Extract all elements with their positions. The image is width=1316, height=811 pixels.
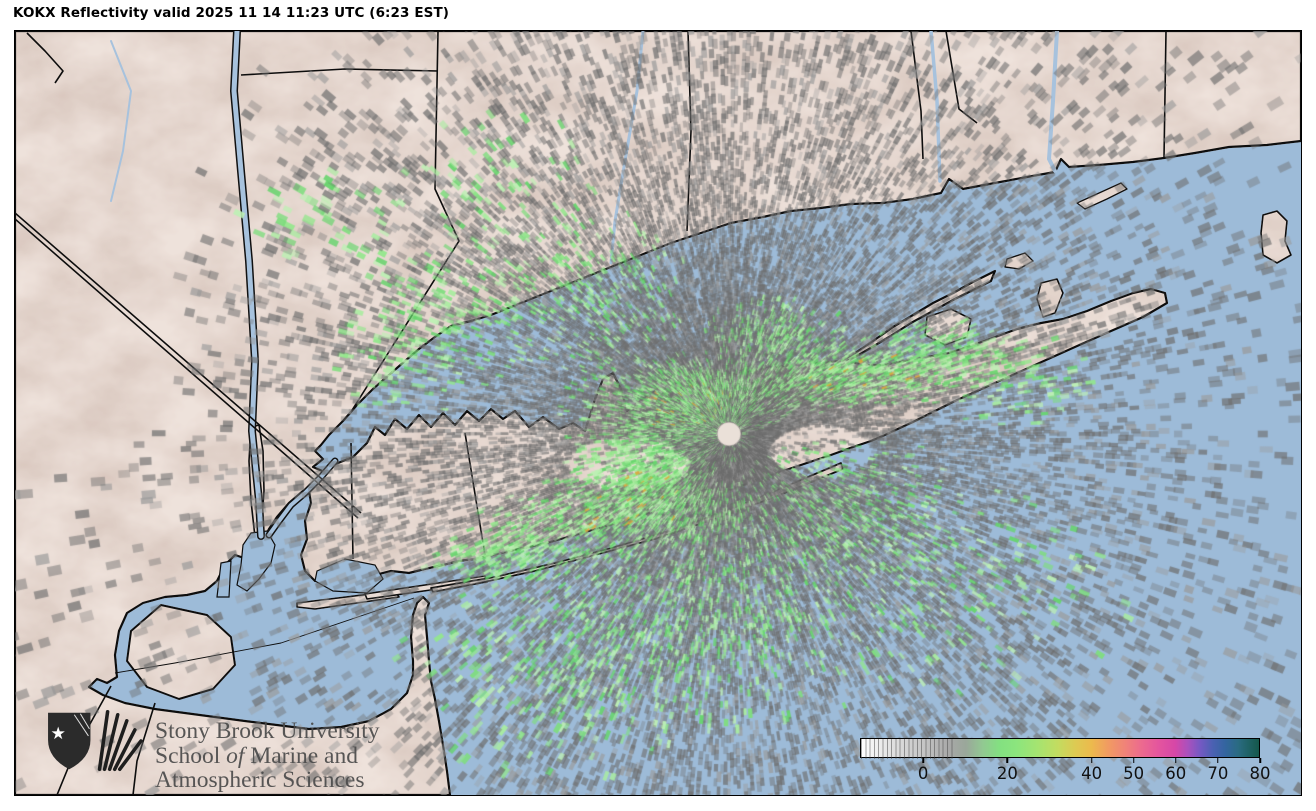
colorbar-tick-label: 70	[1207, 764, 1229, 783]
radar-map: ★ Stony Brook University School of Marin…	[14, 30, 1302, 796]
colorbar-tick-label: 0	[917, 764, 929, 783]
reflectivity-colorbar: 0 20 40 50 60 70 80	[860, 738, 1271, 790]
radar-echo-layer	[15, 31, 1301, 795]
colorbar-tick-mark	[1175, 758, 1177, 763]
colorbar-tick-label: 40	[1081, 764, 1103, 783]
colorbar-tick-mark	[1217, 758, 1219, 763]
colorbar-tick-mark	[1006, 758, 1009, 763]
colorbar-tick-mark	[1090, 758, 1093, 763]
colorbar-tick-mark	[1132, 758, 1135, 763]
page-title: KOKX Reflectivity valid 2025 11 14 11:23…	[13, 5, 450, 21]
colorbar-gradient	[860, 738, 1260, 759]
colorbar-tick-label: 20	[996, 764, 1018, 783]
colorbar-tick-label: 80	[1249, 764, 1271, 783]
colorbar-tick-mark	[1259, 758, 1261, 763]
colorbar-segment-lines	[861, 739, 954, 759]
colorbar-tick-label: 60	[1165, 764, 1187, 783]
colorbar-tick-mark	[922, 758, 924, 763]
colorbar-tick-label: 50	[1123, 764, 1145, 783]
